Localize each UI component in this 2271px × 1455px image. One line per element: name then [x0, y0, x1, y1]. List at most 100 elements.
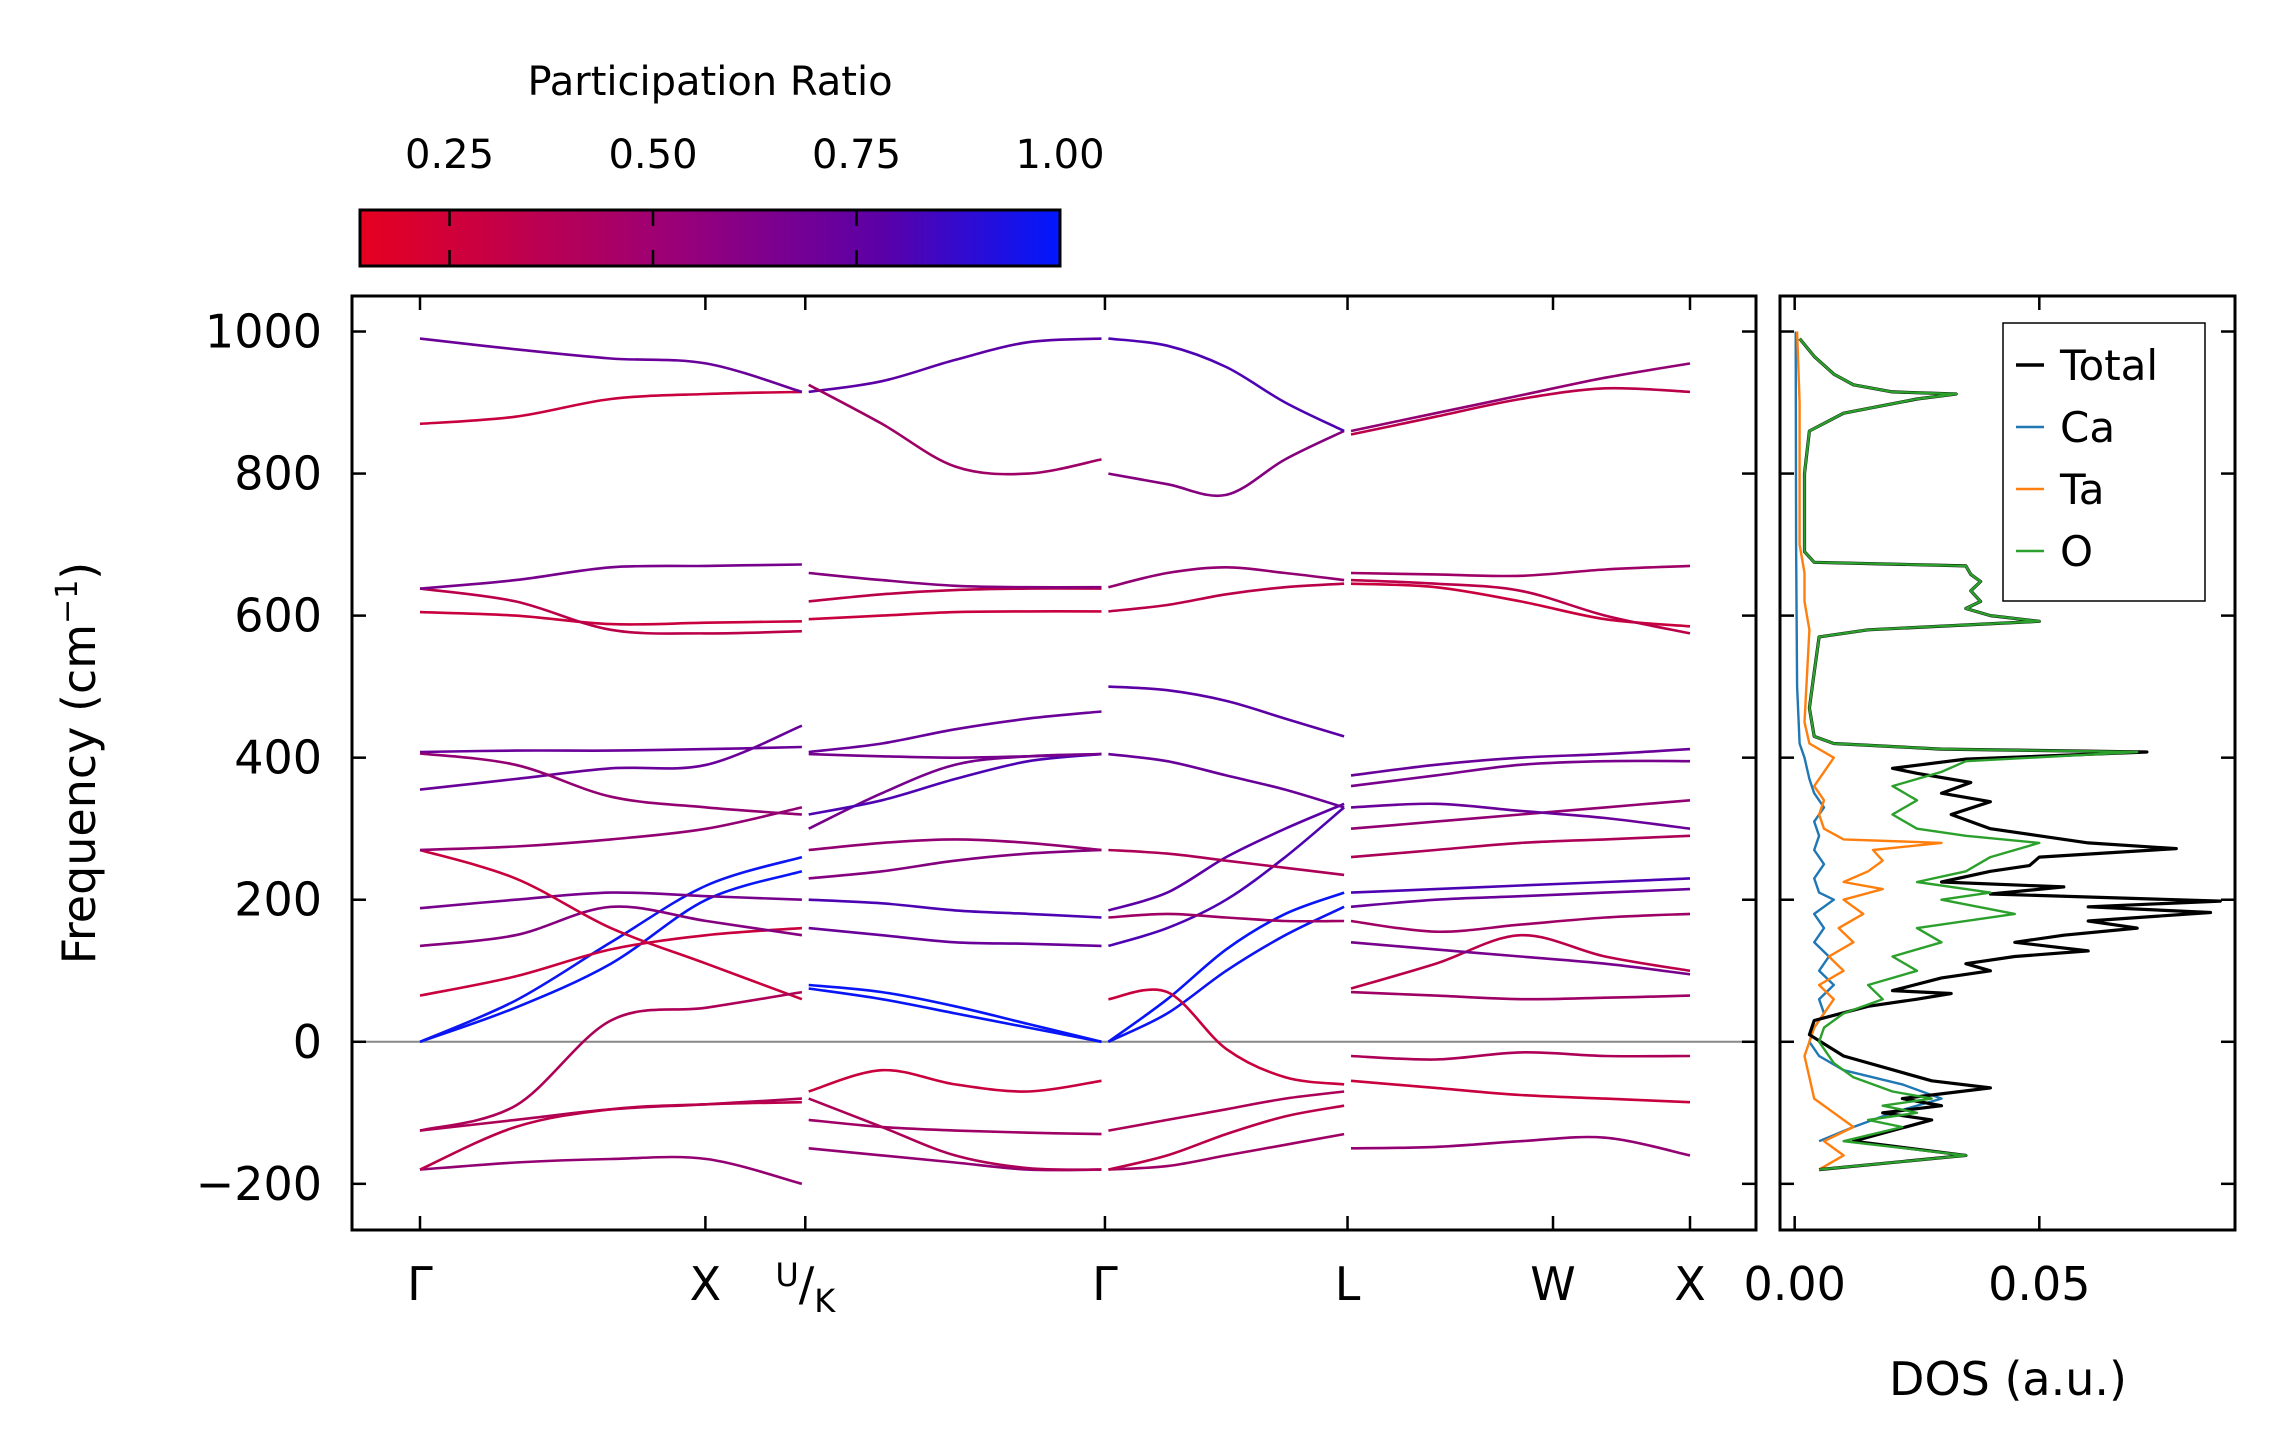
colorbar-gradient [358, 208, 1062, 268]
legend-label-ta: Ta [2059, 465, 2104, 514]
phonon-band [808, 926, 1102, 948]
phonon-band [1350, 877, 1691, 894]
phonon-band [1108, 1104, 1345, 1171]
phonon-band [808, 587, 1102, 603]
phonon-band [419, 724, 803, 791]
phonon-band [1108, 912, 1345, 923]
phonon-band [808, 571, 1102, 589]
band-plot-frame [350, 294, 1758, 1232]
x-tick-label: X [1674, 1257, 1706, 1311]
dos-series [1794, 331, 2222, 1172]
dos-x-tick-label: 0.05 [1988, 1257, 2090, 1311]
colorbar-tick-label: 0.75 [812, 132, 901, 178]
phonon-band [1350, 1051, 1691, 1061]
legend-label-total: Total [2059, 341, 2158, 390]
colorbar-ticks: 0.25 0.50 0.75 1.00 [405, 132, 1105, 266]
x-tick-label: U/K [775, 1256, 836, 1320]
dos-legend: Total Ca Ta O [2002, 322, 2206, 602]
y-tick-label: 400 [234, 731, 322, 785]
x-tick-label: W [1530, 1257, 1575, 1311]
band-y-axis: −200 0 200 400 600 800 1000 [196, 305, 1756, 1211]
phonon-band [808, 983, 1102, 1044]
phonon-band [419, 610, 802, 626]
phonon-band [419, 806, 803, 852]
phonon-band [808, 898, 1102, 919]
phonon-band [419, 848, 803, 1001]
phonon-band [419, 1155, 803, 1186]
phonon-band [1108, 848, 1345, 877]
colorbar-tick-label: 0.25 [405, 132, 494, 178]
phonon-band [419, 855, 803, 1043]
phonon-band [1350, 386, 1691, 436]
phonon-band [1350, 362, 1691, 433]
phonon-band [808, 987, 1102, 1044]
phonon-band [808, 838, 1102, 852]
phonon-band [808, 337, 1102, 394]
phonon-band [1108, 802, 1345, 912]
phonon-band [808, 1147, 1102, 1172]
phonon-band [1350, 802, 1691, 830]
phonon-band [808, 1068, 1102, 1093]
phonon-band [419, 891, 802, 910]
phonon-band [419, 745, 802, 754]
legend-box [2002, 322, 2206, 602]
phonon-band [1108, 565, 1345, 589]
phonon-band [419, 752, 802, 816]
phonon-band [808, 1097, 1102, 1172]
phonon-band [1108, 429, 1345, 498]
dos-plot-frame [1778, 294, 2237, 1232]
phonon-band [1350, 799, 1691, 830]
y-tick-label: 0 [293, 1015, 322, 1069]
phonon-band [1350, 834, 1691, 859]
phonon-band [1108, 337, 1345, 433]
phonon-band [419, 926, 802, 997]
phonon-band [1350, 1135, 1691, 1157]
phonon-band [419, 905, 803, 948]
phonon-band [419, 337, 803, 394]
colorbar-title: Participation Ratio [527, 59, 892, 105]
phonon-band [1350, 941, 1691, 976]
phonon-band [419, 563, 802, 590]
band-x-axis: Γ X U/K Γ L W X [407, 296, 1706, 1320]
legend-label-ca: Ca [2060, 403, 2115, 452]
dos-x-axis-label: DOS (a.u.) [1889, 1352, 2127, 1406]
phonon-band [1108, 1132, 1345, 1171]
y-tick-label: 600 [234, 589, 322, 643]
phonon-band [1350, 578, 1691, 635]
phonon-band [1350, 990, 1691, 1001]
phonon-band [808, 383, 1102, 476]
band-structure-panel: −200 0 200 400 600 800 1000 Γ X U/K Γ L W X Frequenc… [50, 294, 1758, 1320]
phonon-band [419, 1100, 802, 1171]
y-tick-label: 800 [234, 447, 322, 501]
phonon-band [419, 870, 803, 1044]
phonon-bands [419, 337, 1691, 1186]
colorbar-tick-label: 0.50 [608, 132, 697, 178]
phonon-band [1108, 988, 1345, 1086]
dos-line-o [1798, 337, 2139, 1171]
dos-panel: 0.00 0.05 DOS (a.u.) Total Ca Ta O [1743, 294, 2237, 1406]
phonon-band [1350, 912, 1691, 934]
phonon-band [1350, 759, 1691, 788]
phonon-band [419, 990, 803, 1132]
y-axis-label: Frequency (cm−1) [50, 562, 106, 965]
phonon-band [1350, 933, 1691, 990]
phonon-band [808, 848, 1102, 880]
phonon-band [1350, 747, 1691, 777]
phonon-band [1108, 582, 1345, 613]
phonon-band [1107, 905, 1345, 1043]
y-tick-label: 200 [234, 873, 322, 927]
phonon-band [1350, 564, 1691, 578]
phonon-band [808, 752, 1102, 816]
x-tick-label: Γ [1092, 1257, 1118, 1311]
phonon-band [808, 610, 1102, 621]
phonon-band [1108, 1090, 1345, 1132]
phonon-band [808, 752, 1102, 830]
phonon-band [1350, 1079, 1691, 1104]
phonon-band [419, 390, 802, 426]
phonon-band [808, 752, 1102, 760]
x-tick-label: X [690, 1257, 722, 1311]
dos-x-tick-label: 0.00 [1743, 1257, 1845, 1311]
phonon-band [808, 1118, 1102, 1136]
phonon-band [1107, 891, 1345, 1043]
